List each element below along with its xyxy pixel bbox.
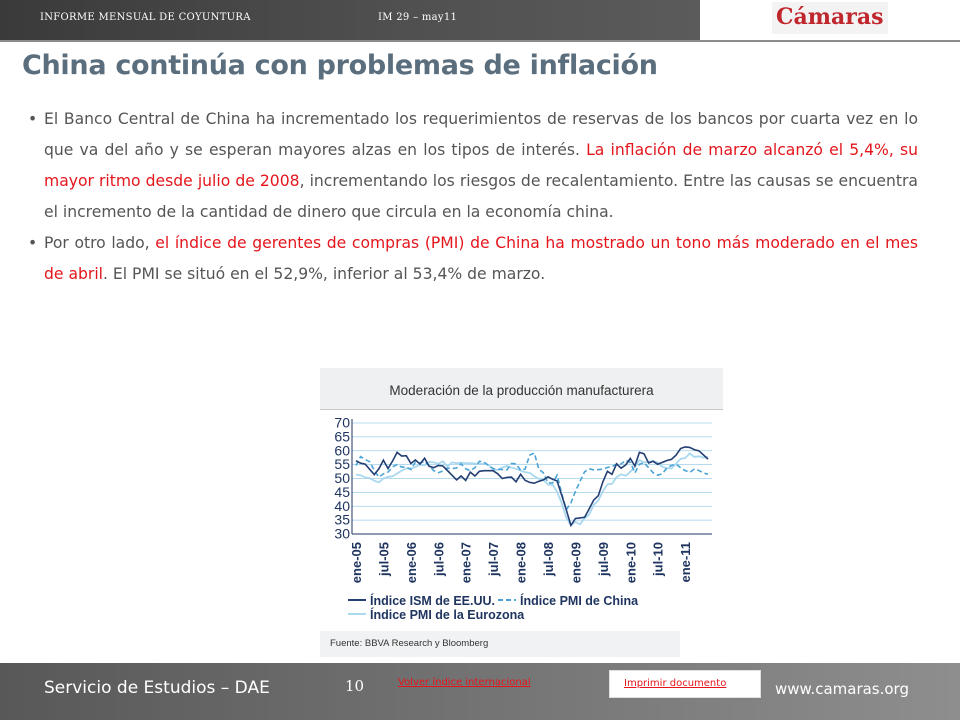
issue-label: IM 29 – may11 <box>378 12 458 23</box>
x-tick-label: ene-11 <box>678 542 693 582</box>
x-tick-label: jul-09 <box>596 542 611 577</box>
figure-title-bar: Moderación de la producción manufacturer… <box>320 368 723 410</box>
figure-source-bar: Fuente: BBVA Research y Bloomberg <box>320 631 680 657</box>
x-tick-label: jul-07 <box>486 542 501 577</box>
figure-title-divider <box>320 409 723 410</box>
back-to-index-link[interactable]: Volver índice internacional <box>398 677 531 688</box>
logo-area: Cámaras <box>700 0 960 40</box>
legend-label: Índice PMI de la Eurozona <box>370 607 525 622</box>
bullet-dot-icon: • <box>28 110 38 128</box>
print-button[interactable]: Imprimir documento <box>609 670 761 698</box>
x-tick-label: jul-10 <box>651 542 666 577</box>
x-tick-label: ene-05 <box>349 542 364 583</box>
bullet-list: • El Banco Central de China ha incrementa… <box>28 104 918 290</box>
y-tick-label: 60 <box>334 442 350 458</box>
title-divider <box>0 40 960 42</box>
logo-text: Cámaras <box>776 4 884 30</box>
bullet-highlight: el índice de gerentes de compras (PMI) d… <box>44 234 918 283</box>
report-name: INFORME MENSUAL DE COYUNTURA <box>40 12 251 23</box>
series-line <box>355 451 709 512</box>
y-tick-label: 35 <box>334 512 350 528</box>
y-tick-label: 50 <box>334 470 350 486</box>
figure-source: Fuente: BBVA Research y Bloomberg <box>330 638 489 649</box>
bullet-text: El Banco Central de China ha incrementad… <box>44 110 918 159</box>
series-line <box>355 452 709 527</box>
x-tick-label: ene-07 <box>459 542 474 583</box>
x-tick-label: ene-08 <box>514 542 529 583</box>
page-number: 10 <box>345 677 365 695</box>
bullet-text: , incrementando los riesgos de recalenta… <box>44 172 918 221</box>
x-tick-label: jul-06 <box>431 542 446 577</box>
series-line <box>355 446 709 528</box>
x-tick-label: ene-09 <box>568 542 583 583</box>
chart-figure: Moderación de la producción manufacturer… <box>320 368 723 657</box>
legend-label: Índice PMI de China <box>520 593 639 608</box>
y-tick-label: 55 <box>334 456 350 472</box>
figure-title: Moderación de la producción manufacturer… <box>389 383 654 398</box>
y-tick-label: 40 <box>334 498 350 514</box>
bullet-highlight: La inflación de marzo alcanzó el 5,4%, s… <box>44 141 918 190</box>
print-link[interactable]: Imprimir documento <box>624 678 727 689</box>
y-tick-label: 30 <box>334 526 350 542</box>
header-band: INFORME MENSUAL DE COYUNTURA IM 29 – may… <box>0 0 700 40</box>
page-title: China continúa con problemas de inflació… <box>22 50 658 81</box>
x-tick-label: jul-08 <box>541 542 556 577</box>
bullet-item: • Por otro lado, el índice de gerentes de… <box>28 228 918 290</box>
y-tick-label: 65 <box>334 428 350 444</box>
footer-band <box>0 663 960 720</box>
camaras-logo: Cámaras <box>772 2 888 34</box>
y-tick-label: 70 <box>334 415 350 431</box>
x-tick-label: ene-10 <box>623 542 638 583</box>
x-tick-label: ene-06 <box>404 542 419 583</box>
bullet-text: Por otro lado, <box>44 234 156 252</box>
legend-label: Índice ISM de EE.UU. <box>370 593 495 608</box>
bullet-text: . El PMI se situó en el 52,9%, inferior … <box>102 265 546 283</box>
footer-department: Servicio de Estudios – DAE <box>44 678 270 698</box>
footer-website[interactable]: www.camaras.org <box>775 680 909 698</box>
y-tick-label: 45 <box>334 484 350 500</box>
x-tick-label: jul-05 <box>376 542 391 577</box>
bullet-item: • El Banco Central de China ha incrementa… <box>28 104 918 228</box>
bullet-dot-icon: • <box>28 234 38 252</box>
